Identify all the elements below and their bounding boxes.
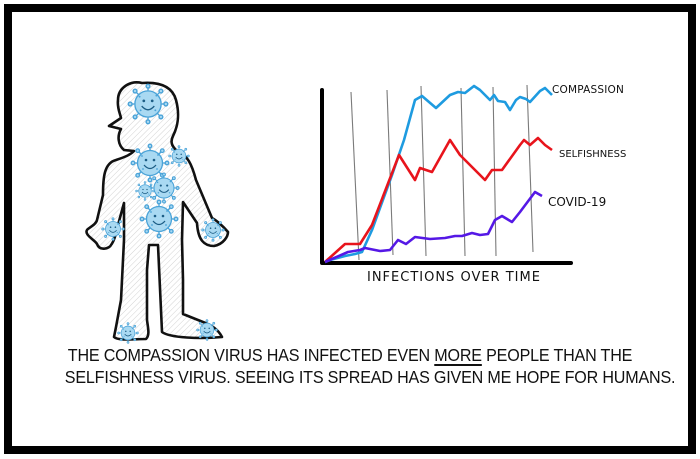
series-selfishness-line bbox=[324, 136, 553, 263]
series-covid-line bbox=[324, 190, 543, 264]
caption-line-1: THE COMPASSION VIRUS HAS INFECTED EVEN M… bbox=[65, 344, 635, 366]
virus-small-icon bbox=[135, 181, 155, 201]
label-compassion: COMPASSION bbox=[552, 84, 624, 96]
series-compassion-line bbox=[324, 84, 553, 264]
virus-left-hand-icon bbox=[101, 217, 125, 241]
comic-caption: THE COMPASSION VIRUS HAS INFECTED EVEN M… bbox=[64, 344, 676, 388]
chart-axes bbox=[320, 88, 573, 265]
caption-text: PEOPLE THAN THE bbox=[481, 345, 633, 365]
virus-belly-icon bbox=[139, 199, 179, 239]
virus-head-icon bbox=[127, 83, 169, 125]
virus-torso-icon bbox=[148, 172, 180, 204]
infection-chart: COMPASSION SELFISHNESS COVID-19 INFECTIO… bbox=[320, 84, 626, 285]
label-covid: COVID-19 bbox=[548, 195, 606, 209]
caption-text: THE COMPASSION VIRUS HAS INFECTED EVEN bbox=[67, 345, 435, 365]
chart-gridlines bbox=[350, 84, 534, 261]
label-selfishness: SELFISHNESS bbox=[559, 149, 626, 160]
caption-line-2: SELFISHNESS VIRUS. SEEING ITS SPREAD HAS… bbox=[64, 367, 676, 387]
virus-right-foot-icon bbox=[196, 319, 218, 341]
virus-right-hand-icon bbox=[201, 218, 225, 242]
virus-left-foot-icon bbox=[117, 322, 139, 344]
x-axis-label: INFECTIONS OVER TIME bbox=[367, 270, 541, 285]
virus-shoulder-icon bbox=[168, 145, 190, 167]
person-figure bbox=[85, 81, 230, 344]
caption-emphasis-more: MORE bbox=[434, 345, 482, 365]
